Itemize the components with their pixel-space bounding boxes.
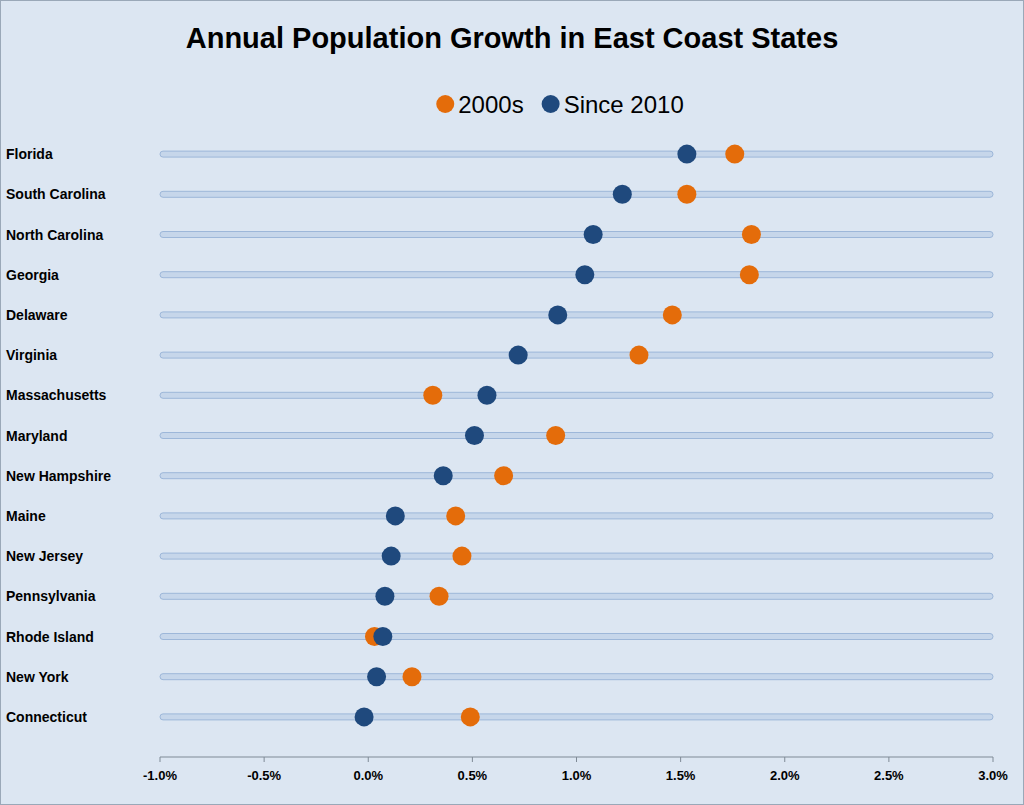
category-label: New Hampshire [6,468,111,484]
row-track [160,634,993,640]
dot [430,587,449,606]
dot [367,667,386,686]
dot [461,707,480,726]
tick-label: -1.0% [143,768,177,783]
category-label: Florida [6,146,53,162]
tick-mark [368,757,369,762]
dot [509,346,528,365]
dot [375,587,394,606]
tick-mark [680,757,681,762]
tick-label: -0.5% [247,768,281,783]
row-track [160,191,993,197]
series [365,145,761,727]
dot [584,225,603,244]
category-label: North Carolina [6,227,103,243]
row-track [160,674,993,680]
row-track [160,312,993,318]
dot [575,265,594,284]
dot [355,707,374,726]
background [1,1,1024,805]
dot [373,627,392,646]
tick-label: 2.5% [874,768,904,783]
legend: 2000s Since 2010 [436,91,683,118]
category-label: Delaware [6,307,68,323]
tick-label: 1.0% [562,768,592,783]
series [355,145,697,727]
dot [677,185,696,204]
dot [452,547,471,566]
tick-mark [472,757,473,762]
dot [613,185,632,204]
legend-marker [436,95,454,113]
category-label: Georgia [6,267,59,283]
row-track [160,352,993,358]
category-label: South Carolina [6,186,106,202]
dot [494,466,513,485]
dot [677,145,696,164]
tick-label: 0.0% [353,768,383,783]
row-track [160,593,993,599]
tick-mark [576,757,577,762]
tick-label: 2.0% [770,768,800,783]
row-track [160,232,993,238]
category-label: Rhode Island [6,629,94,645]
category-label: Massachusetts [6,387,107,403]
tick-label: 0.5% [458,768,488,783]
dot [446,506,465,525]
dot [740,265,759,284]
category-label: New Jersey [6,548,83,564]
tick-mark [993,757,994,762]
marks [355,145,761,727]
category-label: New York [6,669,69,685]
dot [386,506,405,525]
tick-mark [264,757,265,762]
legend-label: 2000s [458,91,523,118]
dot [742,225,761,244]
category-label: Maine [6,508,46,524]
tick-label: 1.5% [666,768,696,783]
tick-mark [784,757,785,762]
dot [663,305,682,324]
row-track [160,553,993,559]
dot [629,346,648,365]
dot [725,145,744,164]
row-track [160,513,993,519]
dot [477,386,496,405]
dot [423,386,442,405]
x-axis: -1.0% -0.5% 0.0% 0.5% 1.0% 1.5% 2.0% 2.5% 3.0% [143,757,1008,783]
row-track [160,433,993,439]
dot [546,426,565,445]
category-label: Virginia [6,347,57,363]
tick-label: 3.0% [978,768,1008,783]
dot [402,667,421,686]
tick-mark [888,757,889,762]
legend-marker [542,95,560,113]
legend-label: Since 2010 [564,91,684,118]
row-track [160,151,993,157]
row-track [160,714,993,720]
row-track [160,473,993,479]
chart: Annual Population Growth in East Coast S… [0,0,1024,805]
row-track [160,392,993,398]
category-label: Maryland [6,428,67,444]
tick-mark [160,757,161,762]
dot [548,305,567,324]
dot [465,426,484,445]
category-label: Connecticut [6,709,87,725]
dot [382,547,401,566]
title: Annual Population Growth in East Coast S… [186,22,839,54]
category-label: Pennsylvania [6,588,96,604]
rows: Florida South Carolina North Carolina Georg… [6,146,993,725]
dot [434,466,453,485]
